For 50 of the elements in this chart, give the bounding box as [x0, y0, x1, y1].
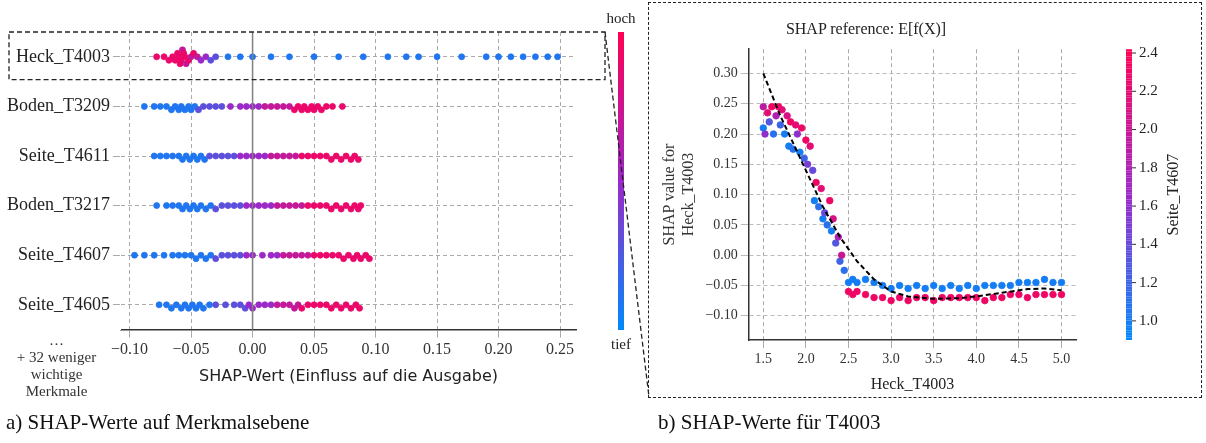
x-tick-label: 0.10 — [361, 340, 390, 358]
color-bar-label: 2.2 — [1139, 82, 1158, 99]
y-tick-label: Seite_T4607 — [17, 243, 110, 264]
y-tick-label: Boden_T3217 — [6, 194, 110, 215]
x-tick-label: 1.5 — [754, 351, 773, 367]
color-bar-title: Seite_T4607 — [1164, 153, 1182, 236]
x-tick-label: 0.00 — [238, 340, 267, 358]
x-tick-label: 3.5 — [924, 351, 943, 367]
text: b) SHAP-Werte für T4003 — [658, 410, 881, 435]
x-tick-label: 2.5 — [839, 351, 858, 367]
y-tick-label: 0.00 — [713, 246, 738, 262]
y-axis-title: SHAP value for Heck_T4003 — [659, 143, 696, 246]
y-tick-label: 0.05 — [713, 216, 738, 232]
x-tick-label: −0.05 — [172, 340, 210, 358]
color-bar-label: 1.4 — [1139, 235, 1159, 252]
x-tick-label: 5.0 — [1052, 351, 1071, 367]
x-tick-label: 2.0 — [797, 351, 815, 367]
x-tick-label: 0.25 — [546, 340, 575, 358]
text: hoch — [605, 10, 637, 27]
y-tick-label: −0.10 — [705, 307, 738, 323]
y-tick-label: 0.10 — [713, 186, 738, 202]
text: tief — [610, 335, 632, 353]
text: … — [49, 332, 64, 349]
color-bar-label: 1.2 — [1139, 273, 1158, 290]
x-tick-label: 0.05 — [300, 340, 329, 358]
x-tick-label: 0.15 — [423, 340, 452, 358]
x-tick-label: −0.10 — [111, 340, 149, 358]
color-bar-label: 2.0 — [1139, 120, 1158, 137]
x-axis-title: Heck_T4003 — [870, 374, 955, 392]
text: a) SHAP-Werte auf Merkmalsebene — [6, 410, 310, 435]
y-tick-label: 0.25 — [713, 95, 738, 111]
y-tick-label: 0.15 — [713, 155, 738, 171]
x-axis-title: SHAP-Wert (Einfluss auf die Ausgabe) — [199, 365, 498, 385]
chart-title: SHAP reference: E[f(X)] — [785, 19, 947, 38]
y-tick-label: Boden_T3209 — [6, 95, 110, 116]
x-tick-label: 4.0 — [967, 351, 986, 367]
color-bar-label: 2.4 — [1139, 43, 1159, 60]
color-bar-label: 1.6 — [1139, 197, 1159, 214]
y-tick-label: Seite_T4605 — [17, 293, 110, 314]
color-bar-label: 1.8 — [1139, 158, 1158, 175]
y-tick-label: 0.30 — [713, 65, 738, 81]
y-tick-label: Seite_T4611 — [18, 144, 110, 165]
y-tick-label: −0.05 — [705, 277, 738, 293]
y-tick-label: 0.20 — [713, 125, 738, 141]
text: + 32 weniger wichtige Merkmale — [16, 349, 97, 400]
x-tick-label: 4.5 — [1010, 351, 1028, 367]
color-bar-label: 1.0 — [1139, 311, 1158, 328]
y-tick-label: Heck_T4003 — [16, 45, 110, 66]
x-tick-label: 3.0 — [882, 351, 900, 367]
x-tick-label: 0.20 — [484, 340, 513, 358]
